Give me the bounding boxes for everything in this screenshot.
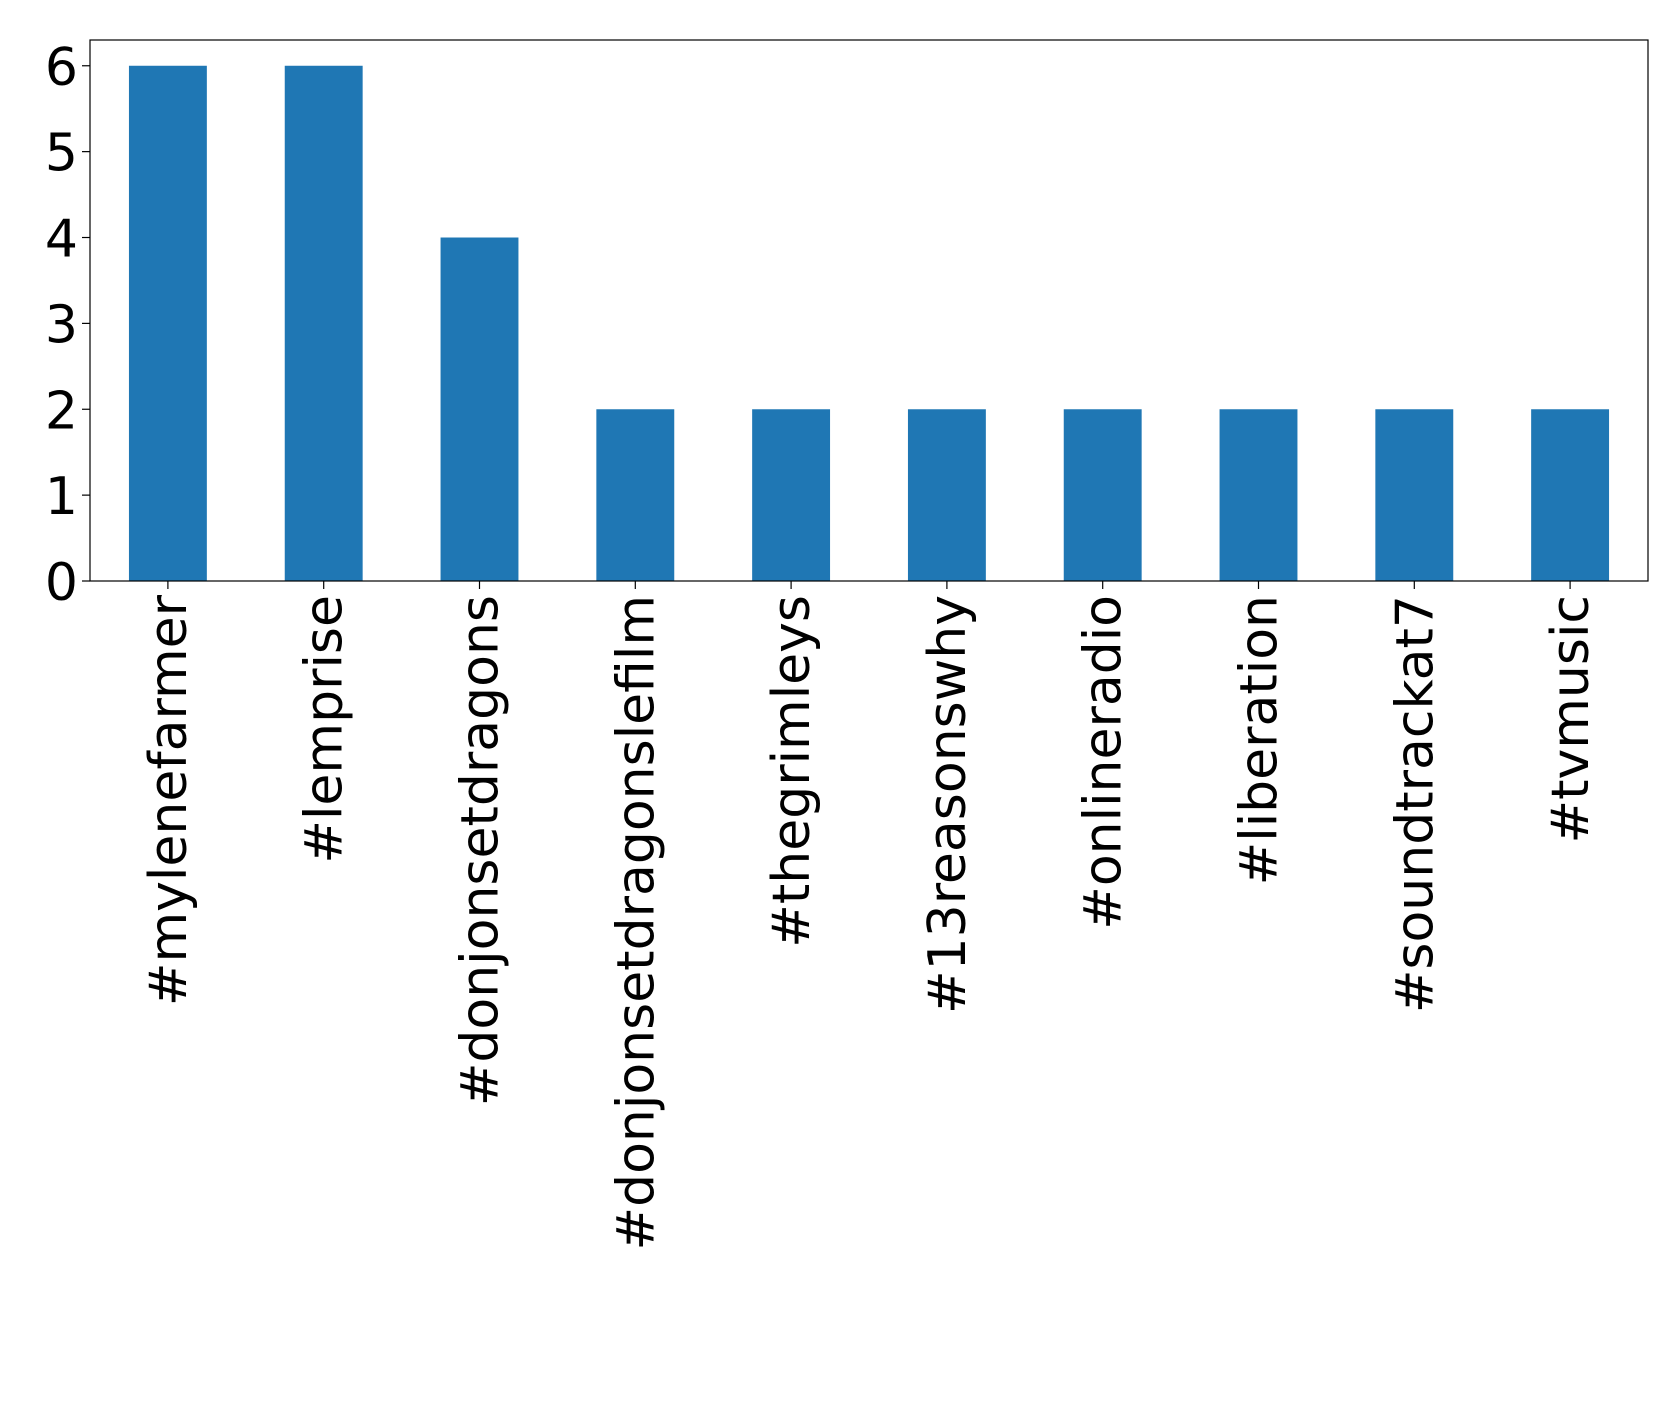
bar — [1219, 409, 1298, 581]
x-tick-label: #thegrimleys — [762, 595, 822, 948]
bar — [1375, 409, 1454, 581]
x-tick-label: #tvmusic — [1541, 595, 1601, 843]
x-tick-label: #liberation — [1230, 595, 1290, 885]
y-tick-label: 3 — [45, 295, 78, 355]
y-tick-label: 1 — [45, 467, 78, 527]
y-tick-label: 4 — [45, 210, 78, 270]
y-tick-label: 2 — [45, 381, 78, 441]
y-tick-label: 5 — [45, 124, 78, 184]
bar — [440, 237, 519, 581]
x-tick-label: #lemprise — [295, 595, 355, 864]
x-tick-label: #soundtrackat7 — [1385, 595, 1445, 1013]
y-tick-label: 6 — [45, 38, 78, 98]
x-tick-label: #donjonsetdragons — [451, 595, 511, 1106]
bar — [596, 409, 675, 581]
y-tick-label: 0 — [45, 553, 78, 613]
bar — [752, 409, 831, 581]
bar — [284, 65, 363, 581]
bar — [907, 409, 986, 581]
x-tick-label: #onlineradio — [1074, 595, 1134, 930]
bar — [1063, 409, 1142, 581]
x-tick-label: #mylenefarmer — [139, 594, 199, 1006]
x-tick-label: #donjonsetdragonslefilm — [606, 595, 666, 1250]
bar — [1531, 409, 1610, 581]
x-tick-label: #13reasonswhy — [918, 595, 978, 1014]
plot-frame — [89, 39, 1649, 582]
bar — [128, 65, 207, 581]
